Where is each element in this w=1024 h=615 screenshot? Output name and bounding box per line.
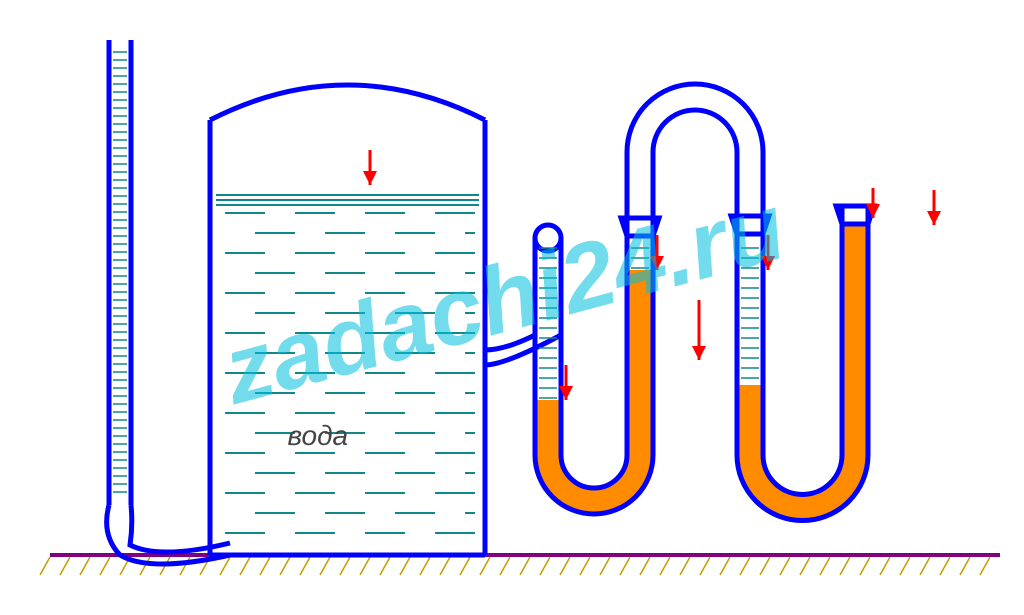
- tank-label: вода: [288, 420, 349, 451]
- open-end-arrow: [927, 190, 941, 225]
- mid-arrow: [692, 300, 706, 360]
- watermark-text: zadachi24.ru: [211, 173, 795, 425]
- tank-surface-arrow: [363, 150, 377, 185]
